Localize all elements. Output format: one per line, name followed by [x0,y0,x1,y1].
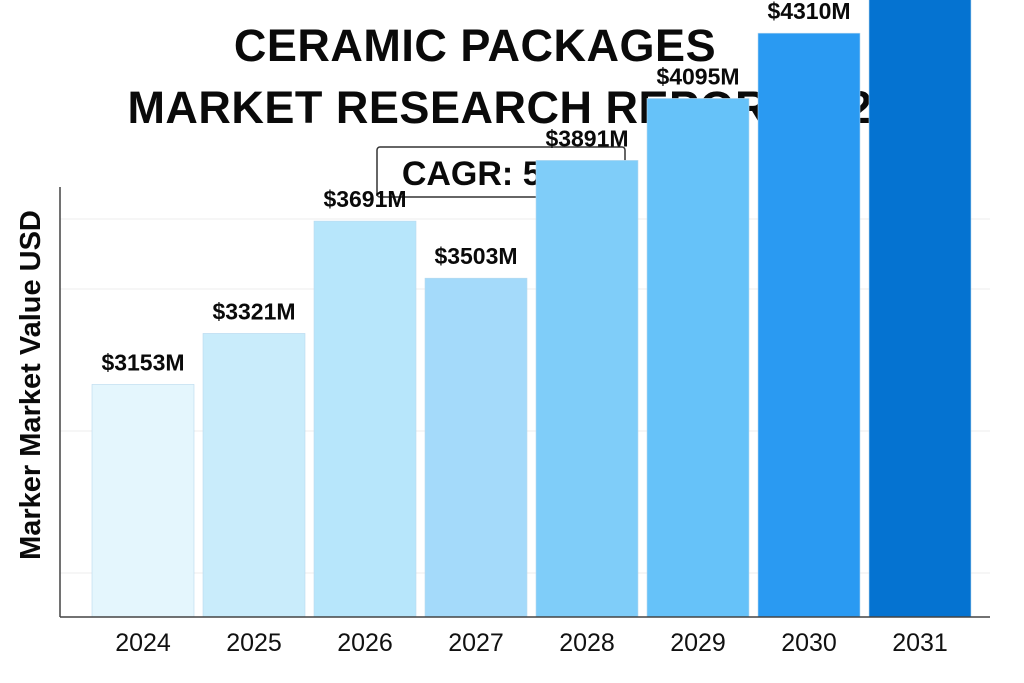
x-tick-2029: 2029 [670,629,726,657]
data-label-2025: $3321M [212,298,295,324]
data-labels: $3153M $3321M $3691M $3503M $3891M $4095M $431… [101,0,850,375]
data-label-2028: $3891M [545,125,628,151]
bar-2031 [868,0,972,618]
bar-2027 [424,277,528,618]
x-tick-2025: 2025 [226,629,282,657]
chart-title-line-1: CERAMIC PACKAGES [234,20,716,71]
bar-2030 [757,32,861,618]
data-label-2027: $3503M [434,243,517,269]
data-label-2024: $3153M [101,349,184,375]
bar-2026 [313,220,417,618]
data-label-2030: $4310M [767,0,850,24]
bar-2024 [91,384,195,618]
data-label-2026: $3691M [323,186,406,212]
bar-2028 [535,160,639,618]
x-tick-2027: 2027 [448,629,504,657]
data-label-2029: $4095M [656,63,739,89]
x-tick-2030: 2030 [781,629,837,657]
y-axis-label: Marker Market Value USD [15,210,47,560]
x-tick-2026: 2026 [337,629,393,657]
x-tick-labels: 2024 2025 2026 2027 2028 2029 2030 2031 [115,629,948,657]
x-tick-2031: 2031 [892,629,948,657]
bar-2029 [646,98,750,618]
x-tick-2028: 2028 [559,629,615,657]
bars [91,0,972,618]
bar-2025 [202,333,306,618]
x-tick-2024: 2024 [115,629,171,657]
